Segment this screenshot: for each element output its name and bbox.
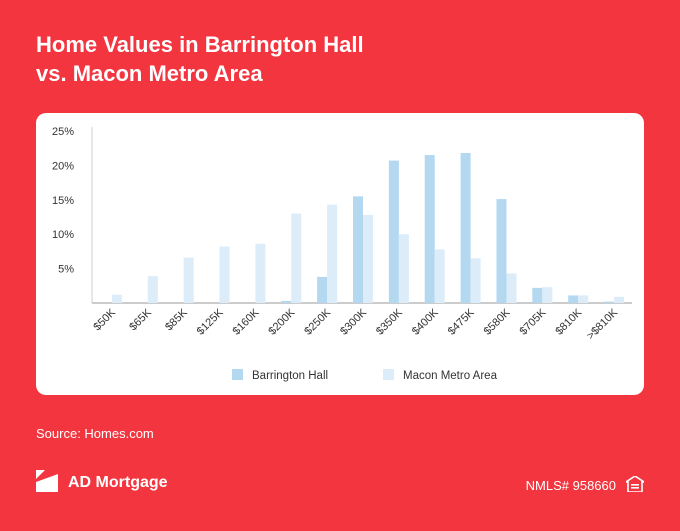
bar-macon-metro — [578, 295, 589, 303]
y-tick-label: 15% — [52, 195, 74, 207]
legend-macon-metro: Macon Metro Area — [403, 370, 498, 382]
bar-barrington-hall — [388, 160, 399, 303]
brand: AD Mortgage — [36, 469, 168, 497]
bar-macon-metro — [434, 249, 445, 303]
y-tick-label: 10% — [52, 229, 74, 241]
bar-barrington-hall — [604, 301, 615, 303]
x-tick-label: $65K — [127, 306, 154, 333]
legend-barrington-hall: Barrington Hall — [252, 370, 328, 382]
bar-macon-metro — [147, 276, 158, 303]
x-tick-label: >$810K — [585, 306, 621, 342]
x-tick-label: $580K — [482, 306, 513, 337]
bar-barrington-hall — [353, 196, 363, 303]
y-tick-label: 25% — [52, 126, 74, 138]
bar-barrington-hall — [496, 199, 507, 303]
legend-macon-metro-swatch — [383, 369, 394, 380]
x-tick-label: $705K — [517, 306, 548, 337]
title-line-2: vs. Macon Metro Area — [36, 61, 263, 86]
ad-mortgage-logo-icon — [36, 469, 58, 497]
y-tick-label: 20% — [52, 160, 74, 172]
bar-barrington-hall — [532, 287, 543, 303]
x-tick-label: $160K — [231, 306, 262, 337]
bar-chart: 5% 10% 15% 20% 25% $50K $65K $85K $125K $160K $200… — [52, 126, 632, 382]
x-tick-label: $200K — [266, 306, 297, 337]
equal-housing-icon — [623, 475, 647, 495]
x-tick-label: $300K — [338, 306, 369, 337]
bar-macon-metro — [542, 287, 553, 303]
bar-barrington-hall — [424, 155, 435, 303]
bar-macon-metro — [255, 243, 266, 303]
source-note: Source: Homes.com — [36, 426, 154, 441]
chart-card: 5% 10% 15% 20% 25% $50K $65K $85K $125K $160K $200… — [36, 113, 644, 395]
bar-macon-metro — [183, 257, 194, 303]
bar-barrington-hall — [281, 300, 292, 303]
x-tick-label: $125K — [195, 306, 226, 337]
x-tick-label: $250K — [302, 306, 333, 337]
bar-macon-metro — [111, 294, 122, 303]
x-tick-label: $810K — [553, 306, 584, 337]
bar-macon-metro — [398, 234, 409, 303]
nmls-block: NMLS# 958660 — [525, 475, 647, 495]
nmls-number: NMLS# 958660 — [525, 478, 616, 493]
x-tick-label: $475K — [446, 306, 477, 337]
bar-macon-metro — [363, 214, 373, 303]
y-tick-label: 5% — [58, 264, 74, 276]
bar-macon-metro — [291, 213, 302, 303]
x-tick-label: $400K — [410, 306, 441, 337]
bar-macon-metro — [470, 258, 481, 303]
bar-barrington-hall — [568, 295, 579, 303]
x-tick-label: $85K — [163, 306, 190, 333]
chart-title: Home Values in Barrington Hall vs. Macon… — [36, 30, 636, 88]
title-line-1: Home Values in Barrington Hall — [36, 32, 364, 57]
legend-barrington-hall-swatch — [232, 369, 243, 380]
bar-macon-metro — [219, 246, 230, 303]
x-tick-label: $50K — [91, 306, 118, 333]
x-tick-label: $350K — [374, 306, 405, 337]
brand-name: AD Mortgage — [68, 474, 168, 491]
bar-macon-metro — [327, 204, 338, 303]
bar-barrington-hall — [460, 153, 471, 303]
bar-macon-metro — [506, 273, 517, 303]
bar-macon-metro — [614, 296, 625, 303]
bar-barrington-hall — [317, 276, 328, 303]
